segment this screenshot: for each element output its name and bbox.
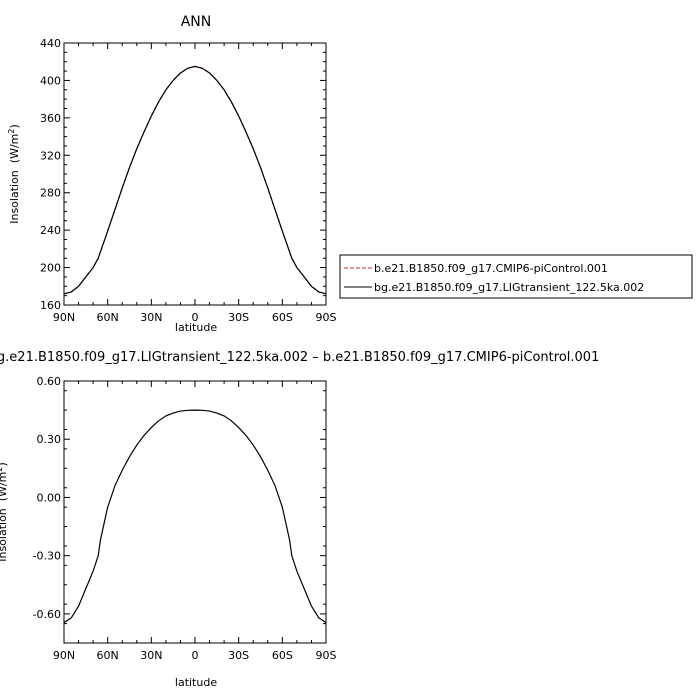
bottom-plot-frame	[63, 380, 327, 644]
legend-box	[339, 254, 693, 299]
top-y-tick-label: 360	[40, 112, 61, 125]
top-y-axis-unit: (W/m	[8, 134, 21, 164]
bottom-y-tick-label: 0.00	[37, 491, 62, 504]
top-x-tick-label: 90N	[53, 311, 75, 324]
top-plot-frame	[63, 42, 327, 306]
top-y-tick-label: 400	[40, 74, 61, 87]
bottom-y-tick-label: -0.30	[33, 550, 61, 563]
top-x-axis-label: latitude	[175, 321, 217, 334]
top-y-tick-label: 160	[40, 299, 61, 312]
bottom-x-axis-label: latitude	[175, 676, 217, 689]
bottom-y-axis-label: Insolation (W/m2)	[0, 462, 9, 562]
bottom-y-axis-unit-sup: 2	[0, 467, 4, 472]
legend-label-picontrol: b.e21.B1850.f09_g17.CMIP6-piControl.001	[374, 262, 608, 275]
bottom-panel: bg.e21.B1850.f09_g17.LIGtransient_122.5k…	[0, 350, 599, 689]
bottom-series-line-0	[63, 409, 327, 624]
bottom-x-tick-label: 60S	[272, 649, 293, 662]
bottom-y-tick-label: -0.60	[33, 608, 61, 621]
bottom-x-tick-label: 90S	[316, 649, 337, 662]
bottom-y-axis-label-text: Insolation	[0, 508, 9, 562]
top-series-line-0	[63, 65, 327, 295]
top-panel: ANN latitude Insolation (W/m2) 90N 60N 30N…	[7, 14, 337, 334]
bottom-x-tick-label: 30N	[140, 649, 162, 662]
bottom-y-axis-unit: (W/m	[0, 472, 9, 502]
top-y-tick-label: 440	[40, 37, 61, 50]
top-y-axis-label-text: Insolation	[8, 170, 21, 224]
top-x-tick-label: 90S	[316, 311, 337, 324]
top-x-tick-label: 30N	[140, 311, 162, 324]
top-y-tick-label: 200	[40, 262, 61, 275]
top-x-tick-label: 30S	[228, 311, 249, 324]
bottom-x-tick-label: 30S	[228, 649, 249, 662]
bottom-x-tick-label: 60N	[97, 649, 119, 662]
legend-label-ligtransient: bg.e21.B1850.f09_g17.LIGtransient_122.5k…	[374, 281, 644, 294]
top-y-axis-unit-sup: 2	[7, 129, 16, 134]
top-y-axis-unit-close: )	[8, 124, 21, 128]
bottom-y-tick-label: 0.60	[37, 375, 62, 388]
bottom-y-axis-unit-close: )	[0, 462, 9, 466]
top-y-tick-label: 240	[40, 224, 61, 237]
top-legend: b.e21.B1850.f09_g17.CMIP6-piControl.001 …	[339, 254, 693, 299]
top-y-tick-label: 320	[40, 149, 61, 162]
top-y-axis-label: Insolation (W/m2)	[7, 124, 21, 224]
top-x-tick-label: 0	[192, 311, 199, 324]
top-title: ANN	[181, 14, 212, 30]
bottom-title: bg.e21.B1850.f09_g17.LIGtransient_122.5k…	[0, 350, 599, 365]
bottom-x-tick-label: 90N	[53, 649, 75, 662]
bottom-x-tick-label: 0	[192, 649, 199, 662]
top-x-tick-label: 60N	[97, 311, 119, 324]
bottom-y-tick-label: 0.30	[37, 433, 62, 446]
top-y-tick-label: 280	[40, 187, 61, 200]
top-series-line-1	[63, 65, 327, 295]
top-x-tick-label: 60S	[272, 311, 293, 324]
